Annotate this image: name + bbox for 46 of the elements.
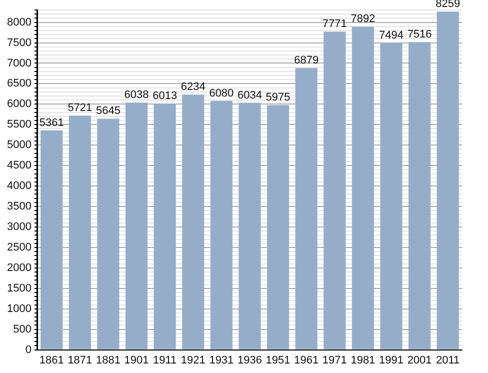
- x-tick-label: 1971: [322, 354, 347, 366]
- y-tick-label: 8000: [6, 16, 32, 28]
- data-label: 6234: [180, 81, 206, 94]
- data-label: 5721: [68, 102, 92, 114]
- data-label: 7494: [379, 30, 404, 42]
- x-tick-label: 2001: [407, 354, 432, 366]
- y-tick-label: 6000: [6, 98, 32, 110]
- y-tick-label: 500: [13, 323, 32, 336]
- y-tick-label: 2000: [6, 262, 32, 274]
- data-label: 5645: [96, 105, 120, 118]
- x-tick-label: 1931: [209, 354, 234, 366]
- x-tick-label: 1921: [180, 354, 206, 366]
- data-label: 6038: [124, 89, 149, 102]
- x-tick-label: 1881: [96, 354, 120, 366]
- y-tick-label: 1000: [6, 302, 32, 315]
- y-tick-label: 2500: [6, 241, 32, 254]
- y-tick-label: 7500: [6, 36, 32, 49]
- x-tick-label: 1871: [68, 354, 92, 366]
- x-tick-label: 1981: [350, 354, 376, 366]
- data-label: 7516: [407, 28, 432, 41]
- y-tick-label: 3000: [6, 221, 32, 234]
- x-tick-label: 1936: [237, 354, 262, 366]
- y-tick-label: 0: [25, 344, 32, 356]
- y-tick-label: 7000: [6, 57, 32, 70]
- x-tick-label: 1991: [379, 354, 404, 366]
- y-tick-label: 1500: [6, 282, 32, 294]
- y-tick-label: 6500: [6, 78, 32, 90]
- data-label: 6080: [209, 87, 234, 100]
- y-tick-label: 4500: [6, 160, 32, 172]
- x-tick-label: 1911: [153, 354, 177, 366]
- data-label: 7771: [322, 18, 347, 30]
- data-label: 5975: [266, 92, 290, 104]
- data-label: 6034: [237, 89, 262, 102]
- x-tick-label: 1901: [124, 354, 149, 366]
- data-label: 6879: [294, 54, 319, 67]
- x-tick-label: 2011: [436, 354, 460, 366]
- data-label: 5361: [39, 116, 64, 129]
- x-tick-label: 1961: [294, 354, 319, 366]
- y-tick-label: 4000: [6, 180, 32, 192]
- y-tick-label: 5500: [6, 118, 32, 131]
- y-tick-label: 3500: [6, 200, 32, 213]
- data-label: 7892: [350, 13, 376, 26]
- data-label: 6013: [152, 90, 178, 102]
- y-tick-label: 5000: [6, 139, 32, 152]
- x-tick-label: 1861: [39, 354, 64, 366]
- x-tick-label: 1951: [266, 354, 290, 366]
